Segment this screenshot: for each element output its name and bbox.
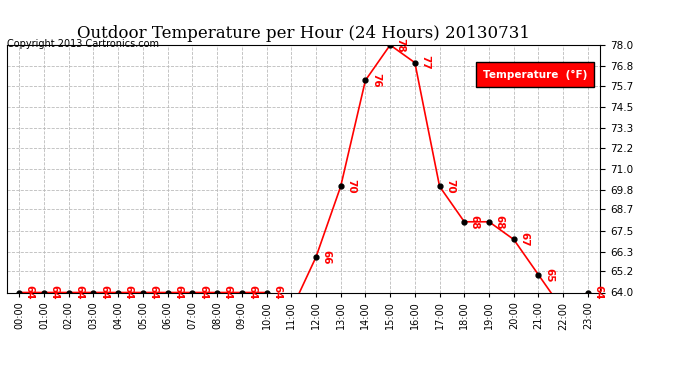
FancyBboxPatch shape [475, 62, 594, 87]
Text: 66: 66 [322, 250, 331, 264]
Text: 68: 68 [470, 214, 480, 229]
Text: 76: 76 [371, 73, 381, 88]
Text: Copyright 2013 Cartronics.com: Copyright 2013 Cartronics.com [7, 39, 159, 50]
Text: 64: 64 [25, 285, 34, 300]
Text: 65: 65 [544, 268, 554, 282]
Title: Outdoor Temperature per Hour (24 Hours) 20130731: Outdoor Temperature per Hour (24 Hours) … [77, 25, 530, 42]
Text: 64: 64 [173, 285, 183, 300]
Text: 70: 70 [445, 179, 455, 194]
Text: 64: 64 [50, 285, 59, 300]
Text: 64: 64 [593, 285, 604, 300]
Text: 68: 68 [495, 214, 504, 229]
Text: 64: 64 [223, 285, 233, 300]
Text: 64: 64 [99, 285, 109, 300]
Text: 64: 64 [198, 285, 208, 300]
Text: 64: 64 [148, 285, 159, 300]
Text: 78: 78 [395, 38, 406, 52]
Text: 64: 64 [272, 285, 282, 300]
Text: 64: 64 [75, 285, 84, 300]
Text: 63: 63 [0, 374, 1, 375]
Text: 64: 64 [247, 285, 257, 300]
Text: 64: 64 [124, 285, 134, 300]
Text: 67: 67 [520, 232, 529, 247]
Text: 63: 63 [0, 374, 1, 375]
Text: 70: 70 [346, 179, 356, 194]
Text: 77: 77 [420, 55, 431, 70]
Text: Temperature  (°F): Temperature (°F) [483, 70, 587, 80]
